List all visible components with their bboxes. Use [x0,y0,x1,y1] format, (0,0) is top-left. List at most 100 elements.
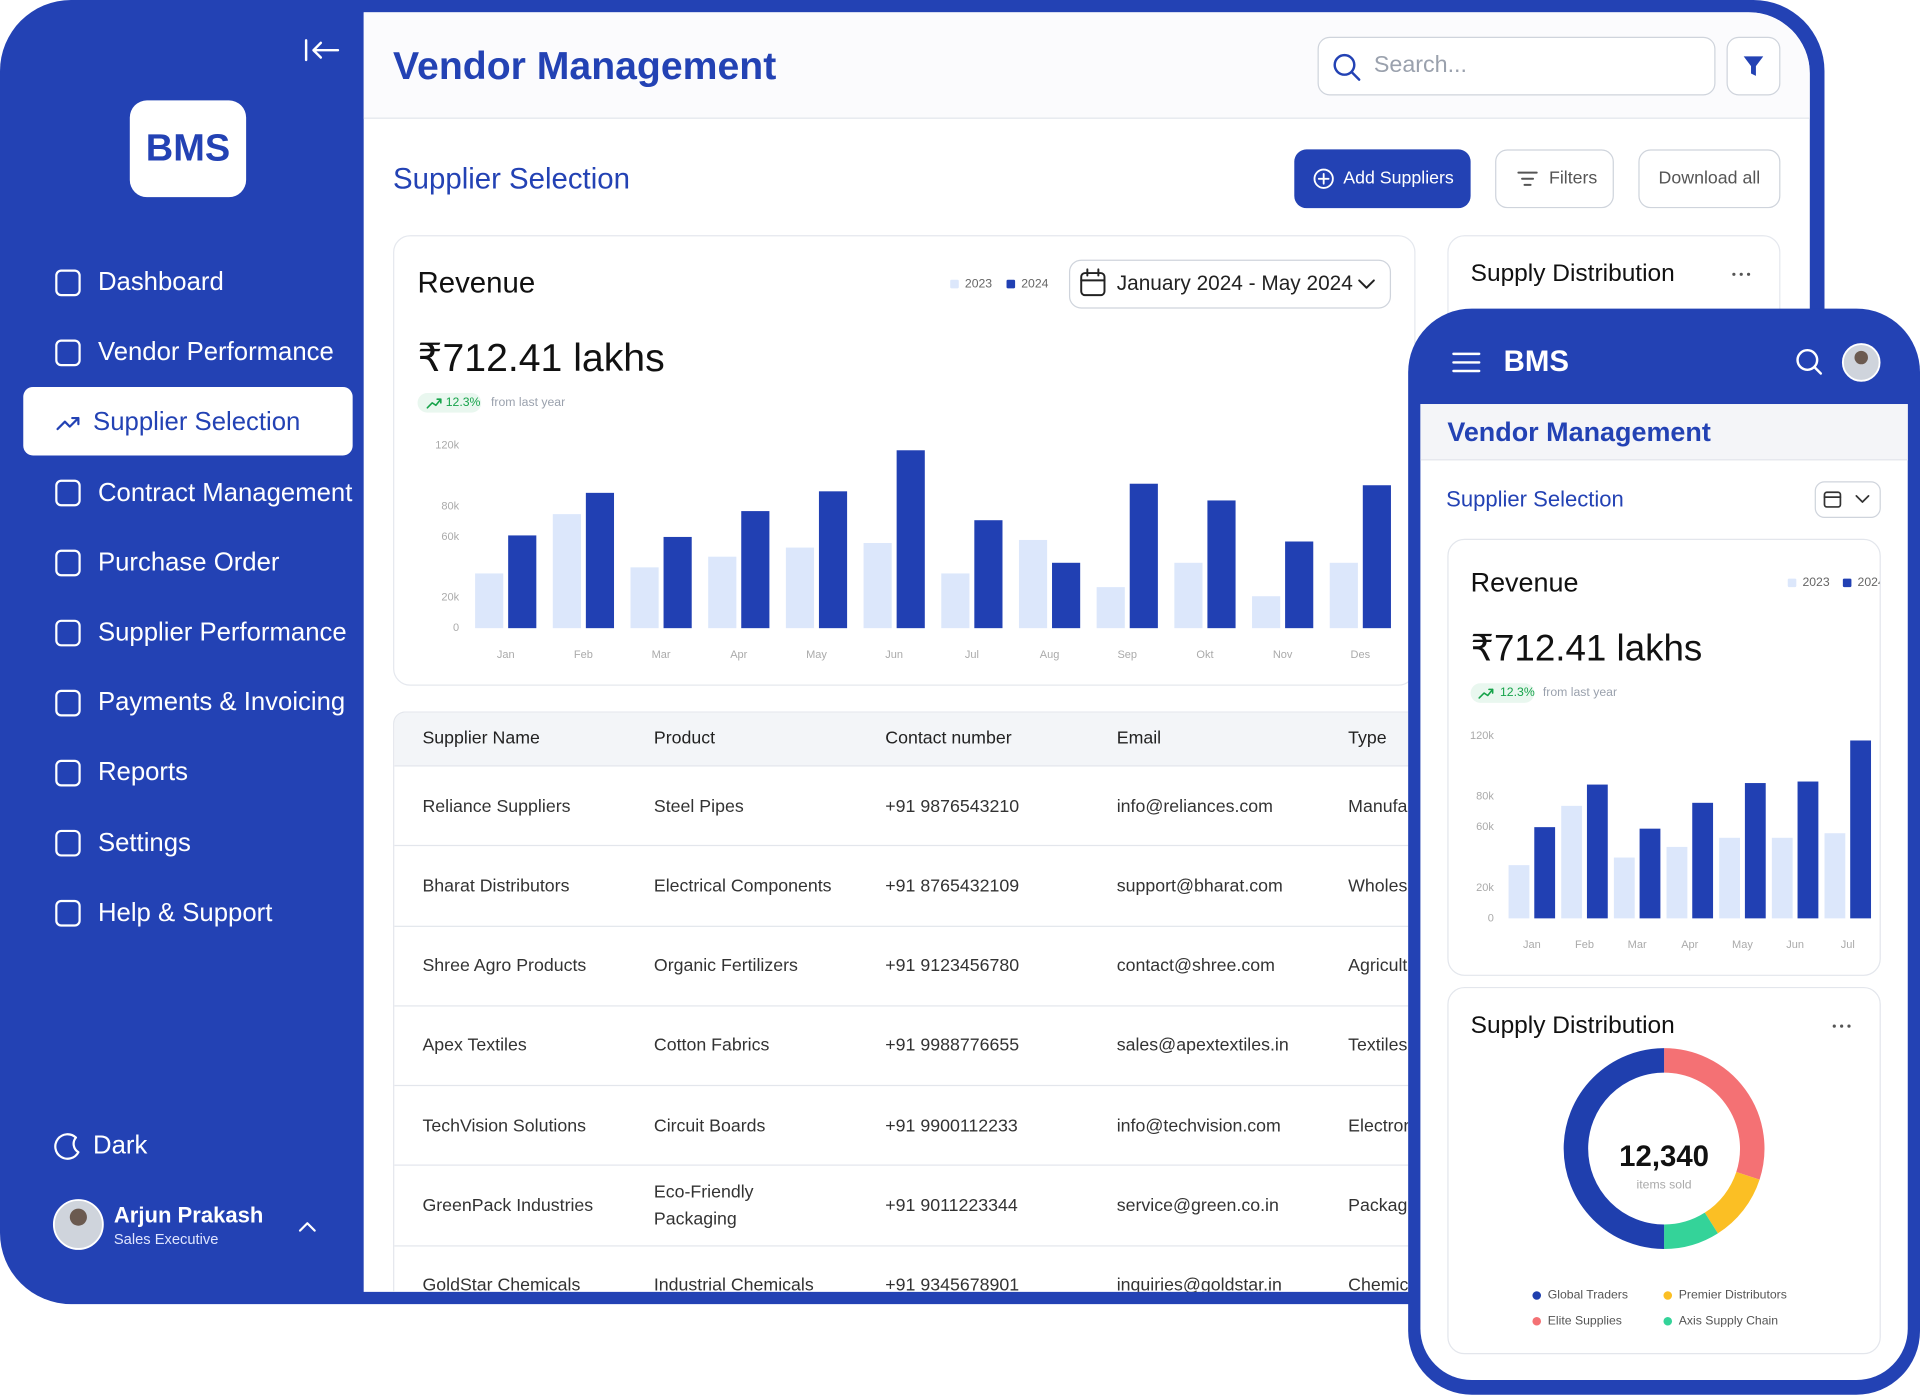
legend-label: 2024 [1858,575,1881,589]
table-row [394,846,1409,927]
table-cell: info@techvision.com [1116,1116,1281,1136]
section-title: Supplier Selection [393,162,630,196]
table-header [394,712,1409,767]
column-header: Product [653,728,716,749]
change-note: from last year [491,396,566,410]
change-value: 12.3% [1500,686,1535,700]
table-cell: +91 9011223344 [885,1196,1018,1216]
table-row [394,1166,1409,1247]
logo-text: BMS [145,126,231,169]
filters-button[interactable] [1495,149,1614,209]
table-cell: Eco-Friendly Packaging [653,1182,754,1230]
table-cell: Electrical Components [653,876,832,897]
table-cell: Bharat Distributors [422,876,570,897]
bar [1719,837,1740,919]
bar [1771,837,1793,919]
table-cell: +91 8765432109 [885,876,1020,897]
x-tick-label: Feb [1575,939,1594,951]
table-cell: TechVision Solutions [422,1116,586,1136]
logo [129,100,247,198]
table-cell: Textiles [1348,1036,1408,1056]
bar [1613,857,1635,919]
x-tick-label: May [1732,939,1753,951]
table-cell: GreenPack Industries [422,1196,594,1216]
table-cell: Agriculture [1348,956,1408,977]
user-role: Sales Executive [113,1230,219,1248]
bar [1534,827,1556,919]
table-cell: info@reliances.com [1116,796,1273,817]
x-tick-label: Jun [1786,939,1804,951]
bar [1692,802,1714,919]
table-cell: +91 9123456780 [885,956,1020,977]
table-cell: Cotton Fabrics [653,1036,770,1056]
bar [1744,783,1766,919]
table-cell: Industrial Chemicals [653,1276,814,1296]
change-note: from last year [1542,686,1618,700]
table-cell: +91 9345678901 [885,1276,1020,1296]
graphics-layer: 0 20k 60k 80k 120k Jan Feb Mar Apr May Jun Jul 2023 2… [1470,575,1881,951]
nav-item: Dashboard [97,268,224,297]
nav-item: Purchase Order [97,548,280,577]
search-box[interactable] [1317,36,1716,96]
table-cell: contact@shree.com [1116,956,1275,977]
y-tick-label: 0 [1488,912,1494,924]
x-tick-label: Mar [1628,939,1647,951]
table-cell: +91 9876543210 [885,796,1020,817]
card-title: Supply Distribution [1470,260,1675,288]
y-tick-label: 20k [1476,882,1494,894]
table-cell: inquiries@goldstar.in [1116,1276,1282,1296]
bar [1824,833,1846,919]
table-cell: Circuit Boards [653,1116,766,1136]
x-tick-label: Apr [1681,939,1698,951]
table-cell: GoldStar Chemicals [422,1276,581,1296]
table-row [394,1006,1409,1087]
mobile-revenue-card: 0 20k 60k 80k 120k Jan Feb Mar Apr May Jun Jul 2023 2… [1447,538,1881,976]
mobile-date-picker[interactable] [1814,481,1881,518]
table-cell: +91 9900112233 [885,1116,1018,1136]
table-cell: Reliance Suppliers [422,796,571,817]
column-header: Contact number [885,728,1012,749]
column-header: Type [1348,728,1387,749]
y-tick-label: 60k [1476,821,1494,833]
column-header: Email [1116,728,1162,749]
mobile-section: Supplier Selection [1446,486,1624,512]
card-title: Revenue [1470,566,1579,598]
bar [1508,865,1530,919]
theme-toggle: Dark [93,1131,148,1160]
table-row [394,1086,1409,1167]
x-tick-label: Jan [1523,939,1541,951]
search-placeholder: Search... [1373,52,1467,79]
user-name: Arjun Prakash [113,1203,264,1228]
table-cell: Chemicals [1348,1276,1409,1296]
legend-swatch [1842,578,1852,588]
mobile-subheader [1420,404,1908,461]
mobile-title: Vendor Management [1447,416,1711,447]
table-cell: Shree Agro Products [422,956,587,977]
legend-label: 2023 [1802,575,1829,589]
card-title: Revenue [417,266,536,300]
table-cell: sales@apextextiles.in [1116,1036,1289,1056]
download-button[interactable] [1638,149,1781,209]
table-row [394,926,1409,1007]
y-tick-label: 80k [1476,791,1494,803]
bar [1639,828,1661,919]
button-label: Download all [1658,168,1761,189]
table-cell: Electronics [1348,1116,1408,1136]
column-header: Supplier Name [422,728,540,749]
bar [1850,740,1872,919]
nav-item: Contract Management [97,478,353,507]
filter-button[interactable] [1726,36,1781,96]
date-picker[interactable] [1068,259,1392,309]
mobile-brand: BMS [1503,345,1569,379]
table-cell: service@green.co.in [1116,1196,1279,1216]
nav-item: Supplier Performance [97,618,347,647]
bar [1797,781,1819,919]
nav-item: Supplier Selection [93,408,301,437]
nav-item: Vendor Performance [97,338,334,367]
table-cell: Apex Textiles [422,1036,527,1056]
bar [1666,846,1688,919]
nav-item: Reports [97,758,188,787]
nav-item: Settings [97,828,191,857]
legend-swatch [1787,578,1797,588]
